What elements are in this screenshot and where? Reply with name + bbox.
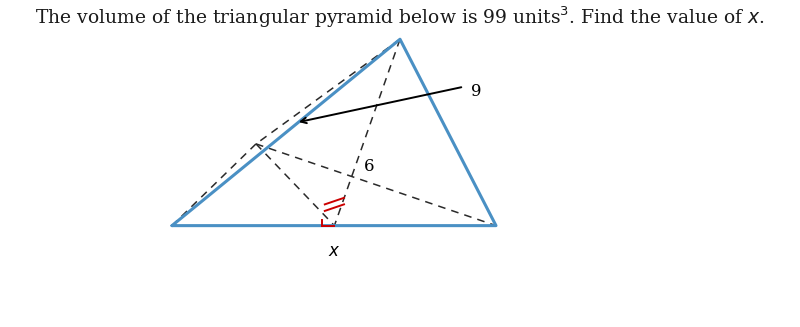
Text: $x$: $x$ (328, 243, 341, 260)
Text: 9: 9 (470, 83, 482, 100)
Text: The volume of the triangular pyramid below is 99 units$^{3}$. Find the value of : The volume of the triangular pyramid bel… (35, 5, 765, 30)
Text: 6: 6 (364, 158, 374, 175)
